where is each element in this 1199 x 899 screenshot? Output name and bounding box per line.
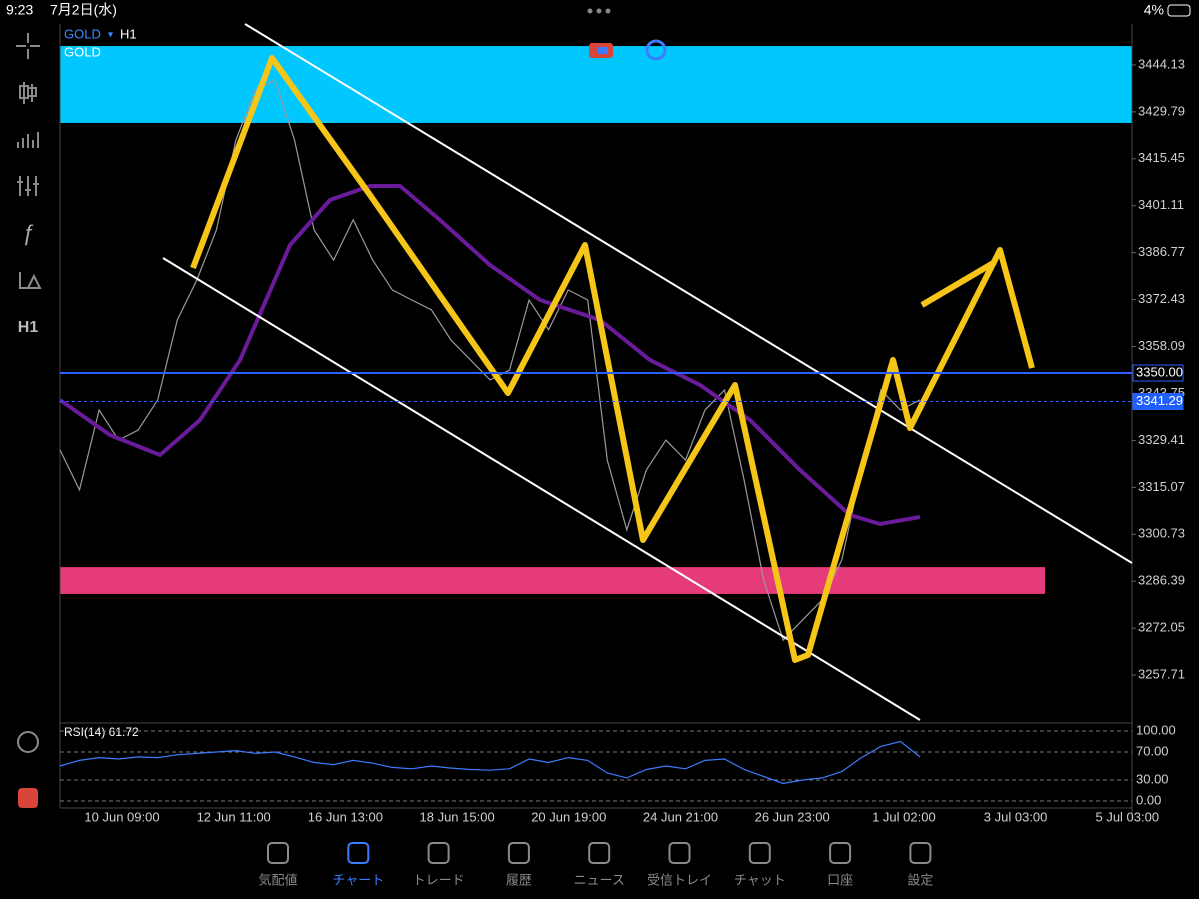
chart-type-tool[interactable] [19,82,37,104]
nav-icon [507,842,530,864]
nav-label: 口座 [827,872,853,887]
rsi-tick-label: 30.00 [1136,771,1169,786]
rsi-tick-label: 0.00 [1136,792,1161,807]
y-tick-label: 3358.09 [1138,338,1185,353]
y-tick-label: 3386.77 [1138,244,1185,259]
status-date: 7月2日(水) [50,2,117,18]
y-tick-label: 3415.45 [1138,150,1185,165]
nav-label: 履歴 [506,872,532,887]
nav-item[interactable]: 気配値 [258,842,298,887]
y-tick-label: 3315.07 [1138,479,1185,494]
y-tick-label: 3444.13 [1138,56,1185,71]
plot: 3444.13 3429.79 3415.45 3401.11 3386.77 3372.… [58,23,1185,824]
battery-icon [1167,4,1191,17]
nav-item[interactable]: 設定 [907,842,933,887]
x-tick-label: 12 Jun 11:00 [197,809,271,824]
objects-tool[interactable] [19,272,42,289]
nav-icon [267,842,289,864]
function-tool[interactable]: ƒ [22,220,34,245]
y-tick-label: 3329.41 [1138,432,1185,447]
x-tick-label: 26 Jun 23:00 [755,809,830,824]
status-dots [587,8,611,14]
price-label-box [1132,393,1184,411]
nav-item[interactable]: チャット [734,842,786,887]
nav-icon [829,842,852,864]
chart-header: GOLD ▾ H1 GOLD [64,26,667,61]
x-tick-label: 5 Jul 03:00 [1095,809,1159,824]
y-tick-label: 3286.39 [1138,573,1185,588]
nav-icon [588,842,611,864]
nav-label: 気配値 [258,872,297,887]
bottom-nav: 気配値 チャート トレード 履歴 ニュース 受信トレイ チャット 口座 設定 [258,842,933,887]
x-tick-label: 3 Jul 03:00 [984,809,1048,824]
drawn-zigzag [190,55,1035,663]
nav-item[interactable]: ニュース [574,842,625,887]
nav-item[interactable]: トレード [413,842,465,887]
volume-tool[interactable] [17,132,39,148]
y-tick-label: 3300.73 [1138,526,1185,541]
status-time: 9:23 [6,2,33,18]
price-label: 3341.29 [1136,393,1183,408]
zoom-tool[interactable] [17,731,39,753]
rsi-tick-label: 70.00 [1136,743,1169,758]
nav-label: チャート [332,872,384,887]
app-icon-circle[interactable] [645,39,667,61]
nav-icon [427,842,450,864]
symbol[interactable]: GOLD [64,26,101,41]
crosshair-tool[interactable] [16,33,40,59]
nav-label: チャット [734,872,786,887]
rsi-line [59,740,921,785]
channel-upper [244,23,1133,564]
x-tick-label: 18 Jun 15:00 [420,809,495,824]
nav-label: 受信トレイ [647,872,712,887]
nav-icon [748,842,771,864]
price-zone [60,46,1132,123]
drawn-stroke [920,259,997,308]
indicator-label: GOLD [64,44,101,59]
nav-icon [668,842,691,864]
moving-average [58,184,921,527]
dropdown-arrow: ▾ [108,30,113,41]
y-tick-label: 3372.43 [1138,291,1185,306]
indicator-tool[interactable] [17,176,39,196]
left-toolbar[interactable]: ƒ H1 [16,33,42,808]
nav-item[interactable]: チャート [332,842,384,887]
nav-item[interactable]: 履歴 [506,842,532,887]
timeframe[interactable]: H1 [120,26,137,41]
price-line [59,79,921,642]
battery-percent: 4% [1144,2,1164,18]
x-tick-label: 20 Jun 19:00 [531,809,606,824]
y-tick-label: 3272.05 [1138,620,1185,635]
price-zone [60,567,1045,594]
x-tick-label: 24 Jun 21:00 [643,809,718,824]
price-label-box [1132,364,1184,382]
rsi-tick-label: 100.00 [1136,722,1176,737]
nav-label: 設定 [907,872,933,887]
nav-icon [909,842,932,864]
nav-item[interactable]: 受信トレイ [647,842,712,887]
y-tick-label: 3401.11 [1138,197,1184,212]
price-label: 3350.00 [1136,364,1183,379]
y-tick-label: 3257.71 [1138,667,1185,682]
x-tick-label: 1 Jul 02:00 [872,809,936,824]
x-tick-label: 10 Jun 09:00 [84,809,159,824]
timeframe-tool[interactable]: H1 [18,319,39,336]
nav-item[interactable]: 口座 [827,842,853,887]
y-tick-label: 3429.79 [1138,103,1185,118]
add-tool[interactable] [18,788,38,808]
nav-icon [347,842,370,864]
rsi-title: RSI(14) 61.72 [64,725,139,739]
app-icon-inner [598,47,608,54]
x-tick-label: 16 Jun 13:00 [308,809,383,824]
nav-label: ニュース [574,872,625,887]
nav-label: トレード [413,872,465,887]
